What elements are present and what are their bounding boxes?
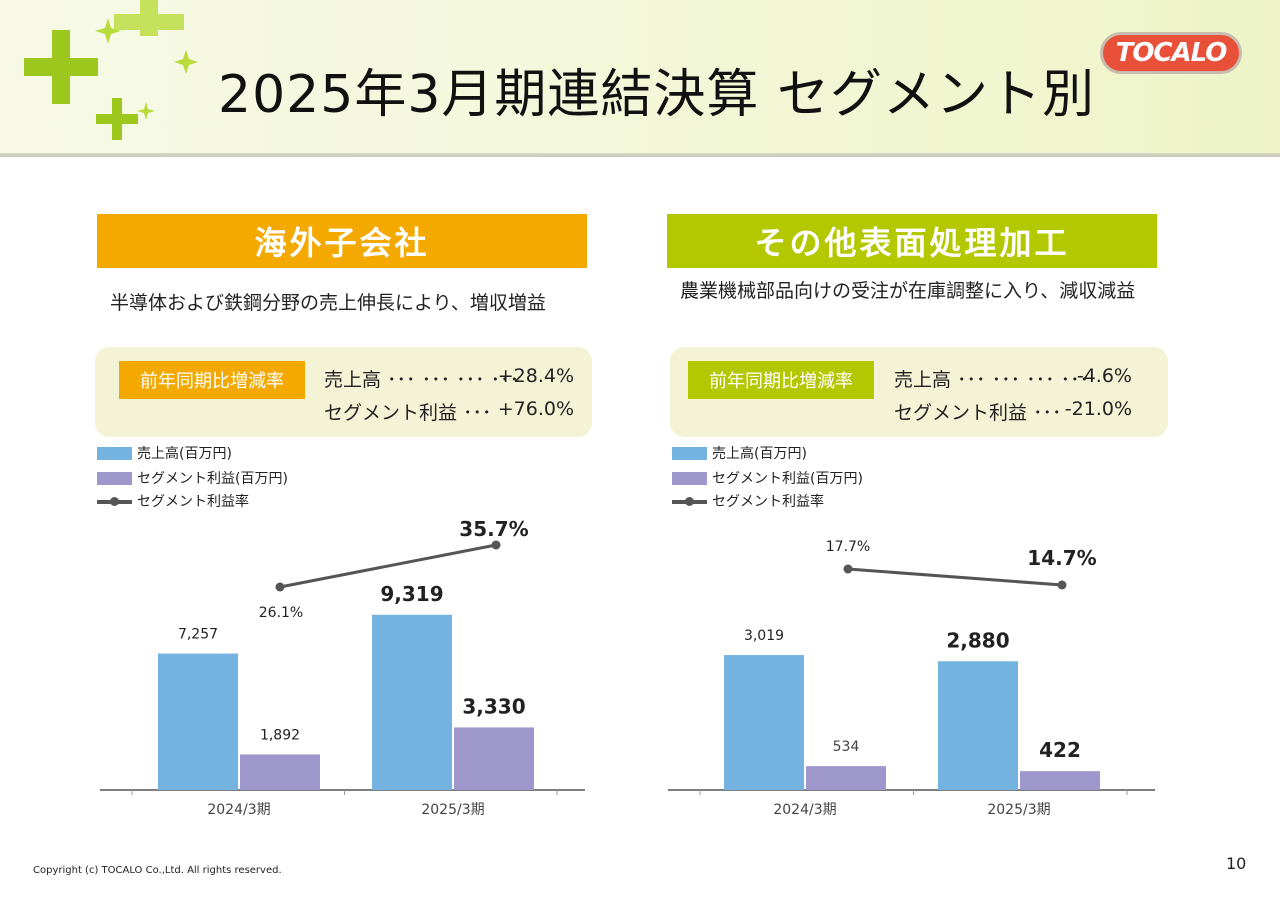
legend-swatch-rate bbox=[97, 495, 132, 508]
legend-overseas: 売上高(百万円) セグメント利益(百万円) セグメント利益率 bbox=[97, 443, 317, 513]
sparkle-decoration bbox=[24, 0, 198, 140]
header-divider bbox=[0, 153, 1280, 157]
segment-title-overseas: 海外子会社 bbox=[97, 214, 587, 268]
rate-label: セグメント利益 ･･･ bbox=[894, 402, 1062, 424]
legend-label: 売上高(百万円) bbox=[137, 446, 232, 462]
rate-row-profit-other: セグメント利益 ･･･ -21.0% bbox=[894, 398, 1132, 426]
rate-value: +76.0% bbox=[497, 398, 574, 420]
legend-swatch-rate bbox=[672, 495, 707, 508]
rate-label: セグメント利益 ･･･ bbox=[324, 402, 492, 424]
rate-label: 売上高 ･･･ ･･･ ･･･ ･･･ bbox=[324, 369, 520, 391]
company-logo: TOCALO bbox=[1100, 32, 1242, 74]
bar-sales bbox=[372, 614, 452, 790]
data-label-profit: 3,330 bbox=[462, 694, 525, 718]
legend-label: 売上高(百万円) bbox=[712, 446, 807, 462]
rate-row-profit-overseas: セグメント利益 ･･･ +76.0% bbox=[324, 398, 574, 426]
segment-description-other: 農業機械部品向けの受注が在庫調整に入り、減収減益 bbox=[680, 280, 1136, 302]
legend-swatch-sales bbox=[97, 446, 132, 460]
data-label-sales: 9,319 bbox=[380, 582, 443, 606]
yoy-badge-other: 前年同期比増減率 bbox=[688, 361, 874, 399]
rate-label: 26.1% bbox=[259, 605, 303, 621]
page-number: 10 bbox=[1226, 854, 1247, 873]
rate-point bbox=[275, 582, 285, 592]
legend-swatch-profit bbox=[672, 471, 707, 485]
rate-value: +28.4% bbox=[497, 365, 574, 387]
data-label-sales: 7,257 bbox=[178, 627, 218, 643]
rate-row-sales-overseas: 売上高 ･･･ ･･･ ･･･ ･･･ +28.4% bbox=[324, 365, 574, 393]
legend-label: セグメント利益率 bbox=[137, 494, 249, 510]
legend-swatch-sales bbox=[672, 446, 707, 460]
segment-title-other: その他表面処理加工 bbox=[667, 214, 1157, 268]
header-band bbox=[0, 0, 1280, 156]
yoy-badge-overseas: 前年同期比増減率 bbox=[119, 361, 305, 399]
bar-profit bbox=[454, 727, 534, 790]
legend-label: セグメント利益率 bbox=[712, 494, 824, 510]
copyright-footer: Copyright (c) TOCALO Co.,Ltd. All rights… bbox=[33, 865, 282, 876]
rate-label: 35.7% bbox=[459, 517, 528, 541]
bar-profit bbox=[240, 754, 320, 790]
segment-description-overseas: 半導体および鉄鋼分野の売上伸長により、増収増益 bbox=[110, 292, 546, 314]
legend-label: セグメント利益(百万円) bbox=[137, 471, 288, 487]
x-tick-label: 2024/3期 bbox=[207, 802, 270, 818]
legend-swatch-profit bbox=[97, 471, 132, 485]
legend-label: セグメント利益(百万円) bbox=[712, 471, 863, 487]
legend-other: 売上高(百万円) セグメント利益(百万円) セグメント利益率 bbox=[672, 443, 892, 513]
page-title: 2025年3月期連結決算 セグメント別 bbox=[218, 65, 1095, 125]
rate-value: -4.6% bbox=[1076, 365, 1132, 387]
rate-line bbox=[279, 543, 497, 589]
rate-value: -21.0% bbox=[1064, 398, 1132, 420]
x-tick-label: 2025/3期 bbox=[421, 802, 484, 818]
rate-label: 売上高 ･･･ ･･･ ･･･ ･･･ bbox=[894, 369, 1090, 391]
data-label-profit: 1,892 bbox=[260, 727, 300, 743]
bar-sales bbox=[158, 653, 238, 790]
rate-point bbox=[491, 540, 501, 550]
rate-row-sales-other: 売上高 ･･･ ･･･ ･･･ ･･･ -4.6% bbox=[894, 365, 1132, 393]
